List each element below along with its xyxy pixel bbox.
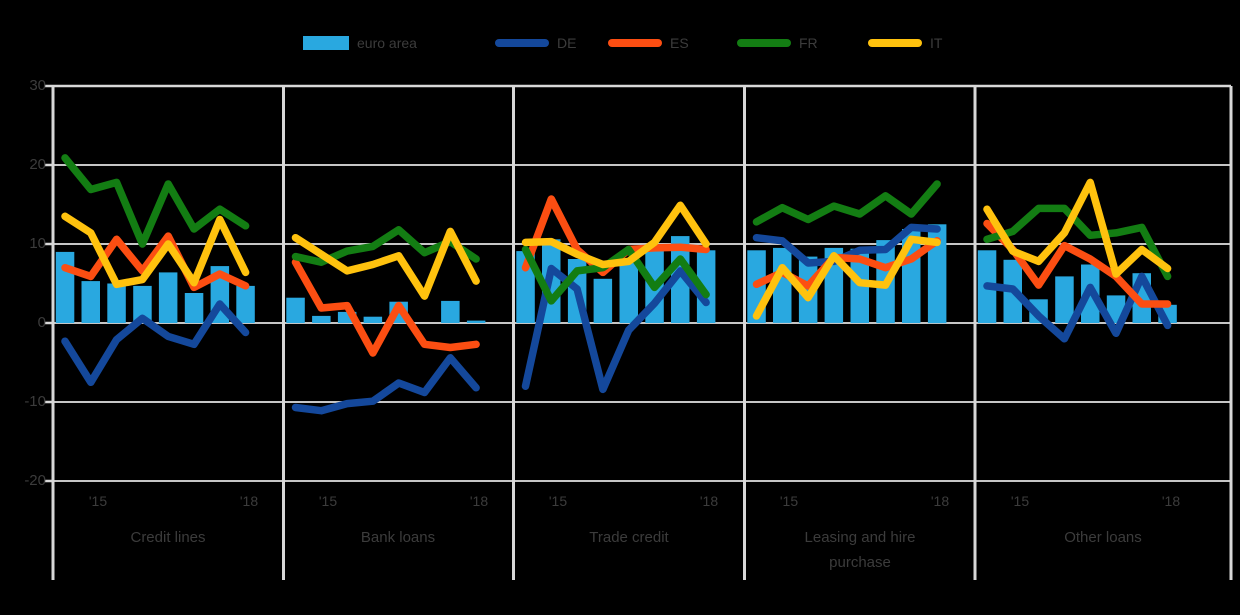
legend-label: ES: [670, 35, 689, 51]
panel-0-line-DE: [61, 300, 250, 387]
legend-item-fr: FR: [737, 35, 818, 51]
legend-item-it: IT: [868, 35, 942, 51]
y-axis-label: 10: [29, 235, 46, 252]
panel-2-line-FR: [521, 245, 710, 305]
panel-0-line-ES: [61, 232, 250, 292]
panel-1-line-IT: [291, 227, 480, 300]
panel-title-trade-credit: Trade credit: [589, 529, 669, 546]
x-tick-18: '18: [1161, 493, 1181, 509]
legend-item-euro-area: euro area: [303, 35, 417, 51]
y-axis-label: 20: [29, 156, 46, 173]
x-tick-15: '15: [548, 493, 568, 509]
x-tick-15: '15: [1010, 493, 1030, 509]
legend-label: IT: [930, 35, 943, 51]
y-axis-label: 30: [29, 77, 46, 94]
panel-1-line-ES: [291, 258, 480, 357]
panel-3-line-FR: [752, 180, 941, 226]
chart-legend: euro area DE ES FR IT: [0, 0, 1240, 60]
es-line-swatch: [608, 39, 662, 47]
y-axis-label: 0: [37, 314, 46, 331]
y-axis-label: -20: [24, 472, 46, 489]
fr-line-swatch: [737, 39, 791, 47]
panel-0-line-IT: [61, 212, 250, 289]
panel-title-credit-lines: Credit lines: [130, 529, 206, 546]
panel-borders: [44, 84, 1233, 580]
it-line-swatch: [868, 39, 922, 47]
panel-4-line-FR: [983, 204, 1172, 281]
panel-4-line-IT: [983, 178, 1172, 278]
euro-area-bar-swatch: [303, 36, 349, 50]
panel-2-line-IT: [521, 201, 710, 269]
legend-item-es: ES: [608, 35, 689, 51]
panel-4-line-DE: [983, 272, 1172, 343]
legend-label: euro area: [357, 35, 417, 51]
de-line-swatch: [495, 39, 549, 47]
x-tick-18: '18: [930, 493, 950, 509]
panel-0-line-FR: [61, 154, 250, 248]
x-tick-18: '18: [699, 493, 719, 509]
panel-2-line-DE: [521, 264, 710, 394]
x-tick-18: '18: [239, 493, 259, 509]
panel-title-leasing-line2: purchase: [829, 554, 891, 571]
y-axis-label: -10: [24, 393, 46, 410]
legend-label: DE: [557, 35, 577, 51]
legend-item-de: DE: [495, 35, 576, 51]
gridlines: [53, 84, 1231, 482]
x-tick-18: '18: [469, 493, 489, 509]
panel-title-other-loans: Other loans: [1064, 529, 1142, 546]
panel-title-bank-loans: Bank loans: [360, 529, 436, 546]
x-tick-15: '15: [318, 493, 338, 509]
x-tick-15: '15: [779, 493, 799, 509]
legend-label: FR: [799, 35, 818, 51]
x-tick-15: '15: [88, 493, 108, 509]
panel-title-leasing-line1: Leasing and hire: [804, 529, 916, 546]
panel-1-line-DE: [291, 354, 480, 415]
panel-3-line-IT: [752, 235, 941, 320]
